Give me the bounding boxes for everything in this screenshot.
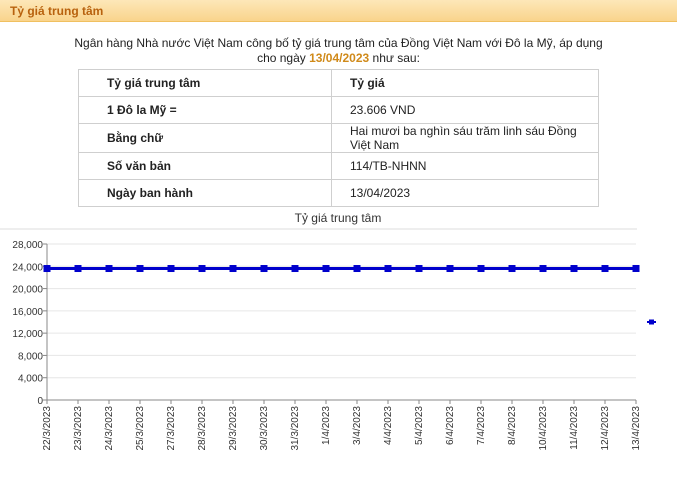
table-cell-value: 114/TB-NHNN [332, 153, 599, 180]
table-cell-label: Số văn bản [79, 153, 332, 180]
data-point [168, 265, 175, 272]
data-point [261, 265, 268, 272]
intro-line-1: Ngân hàng Nhà nước Việt Nam công bố tỷ g… [0, 36, 677, 51]
x-tick-label: 25/3/2023 [135, 406, 146, 451]
data-point [540, 265, 547, 272]
x-tick-label: 7/4/2023 [476, 406, 487, 445]
x-tick-label: 23/3/2023 [73, 406, 84, 451]
data-point [633, 265, 640, 272]
y-tick-label: 8,000 [18, 351, 43, 362]
x-tick-label: 10/4/2023 [538, 406, 549, 451]
x-tick-label: 31/3/2023 [290, 406, 301, 451]
table-cell-label: Ngày ban hành [79, 180, 332, 207]
intro-prefix: cho ngày [257, 51, 309, 65]
data-point [416, 265, 423, 272]
table-header-cell: Tỷ giá [332, 70, 599, 97]
data-point [571, 265, 578, 272]
data-point [199, 265, 206, 272]
x-axis: 22/3/2023 23/3/2023 24/3/2023 25/3/2023 27/3… [42, 400, 642, 451]
x-tick-label: 5/4/2023 [414, 406, 425, 445]
x-tick-label: 1/4/2023 [321, 406, 332, 445]
x-tick-label: 11/4/2023 [569, 406, 580, 450]
table-cell-label: Bằng chữ [79, 124, 332, 153]
chart-svg: Tỷ giá trung tâm 0 4,000 8,000 12,000 16,000… [0, 208, 677, 486]
x-tick-label: 13/4/2023 [631, 406, 642, 451]
x-tick-label: 12/4/2023 [600, 406, 611, 451]
table-cell-value: 23.606 VND [332, 97, 599, 124]
data-point [44, 265, 51, 272]
table-row: 1 Đô la Mỹ = 23.606 VND [79, 97, 599, 124]
intro-suffix: như sau: [369, 51, 420, 65]
x-tick-label: 24/3/2023 [104, 406, 115, 451]
table-cell-label: 1 Đô la Mỹ = [79, 97, 332, 124]
data-point [602, 265, 609, 272]
intro-text: Ngân hàng Nhà nước Việt Nam công bố tỷ g… [0, 36, 677, 66]
table-cell-value: 13/04/2023 [332, 180, 599, 207]
effective-date: 13/04/2023 [309, 51, 369, 65]
chart-title: Tỷ giá trung tâm [295, 211, 382, 225]
x-tick-label: 6/4/2023 [445, 406, 456, 445]
data-point [137, 265, 144, 272]
x-tick-label: 4/4/2023 [383, 406, 394, 445]
data-point [447, 265, 454, 272]
x-tick-label: 29/3/2023 [228, 406, 239, 451]
y-axis: 0 4,000 8,000 12,000 16,000 20,000 24,000 28,00… [12, 240, 47, 407]
x-tick-label: 27/3/2023 [166, 406, 177, 451]
legend-marker [649, 320, 654, 325]
x-tick-label: 30/3/2023 [259, 406, 270, 451]
y-tick-label: 20,000 [12, 285, 43, 296]
y-tick-label: 12,000 [12, 329, 43, 340]
data-point [292, 265, 299, 272]
data-point [509, 265, 516, 272]
y-tick-label: 24,000 [12, 262, 43, 273]
x-tick-label: 28/3/2023 [197, 406, 208, 451]
data-point [323, 265, 330, 272]
x-tick-label: 22/3/2023 [42, 406, 53, 451]
x-tick-label: 8/4/2023 [507, 406, 518, 445]
table-cell-value: Hai mươi ba nghìn sáu trăm linh sáu Đồng… [332, 124, 599, 153]
table-header-cell: Tỷ giá trung tâm [79, 70, 332, 97]
intro-line-2: cho ngày 13/04/2023 như sau: [0, 51, 677, 66]
page-header: Tỷ giá trung tâm [0, 0, 677, 22]
data-point [106, 265, 113, 272]
rate-chart: Tỷ giá trung tâm 0 4,000 8,000 12,000 16,000… [0, 208, 677, 486]
y-tick-label: 28,000 [12, 240, 43, 251]
rate-info-table: Tỷ giá trung tâm Tỷ giá 1 Đô la Mỹ = 23.… [78, 69, 599, 207]
y-tick-label: 16,000 [12, 307, 43, 318]
chart-legend [647, 320, 656, 325]
data-point [354, 265, 361, 272]
data-point [75, 265, 82, 272]
y-tick-label: 0 [37, 396, 43, 407]
data-point [478, 265, 485, 272]
table-row: Ngày ban hành 13/04/2023 [79, 180, 599, 207]
page-title: Tỷ giá trung tâm [10, 4, 103, 18]
table-row: Bằng chữ Hai mươi ba nghìn sáu trăm linh… [79, 124, 599, 153]
data-point [385, 265, 392, 272]
data-point [230, 265, 237, 272]
y-tick-label: 4,000 [18, 374, 43, 385]
table-header-row: Tỷ giá trung tâm Tỷ giá [79, 70, 599, 97]
table-row: Số văn bản 114/TB-NHNN [79, 153, 599, 180]
x-tick-label: 3/4/2023 [352, 406, 363, 445]
